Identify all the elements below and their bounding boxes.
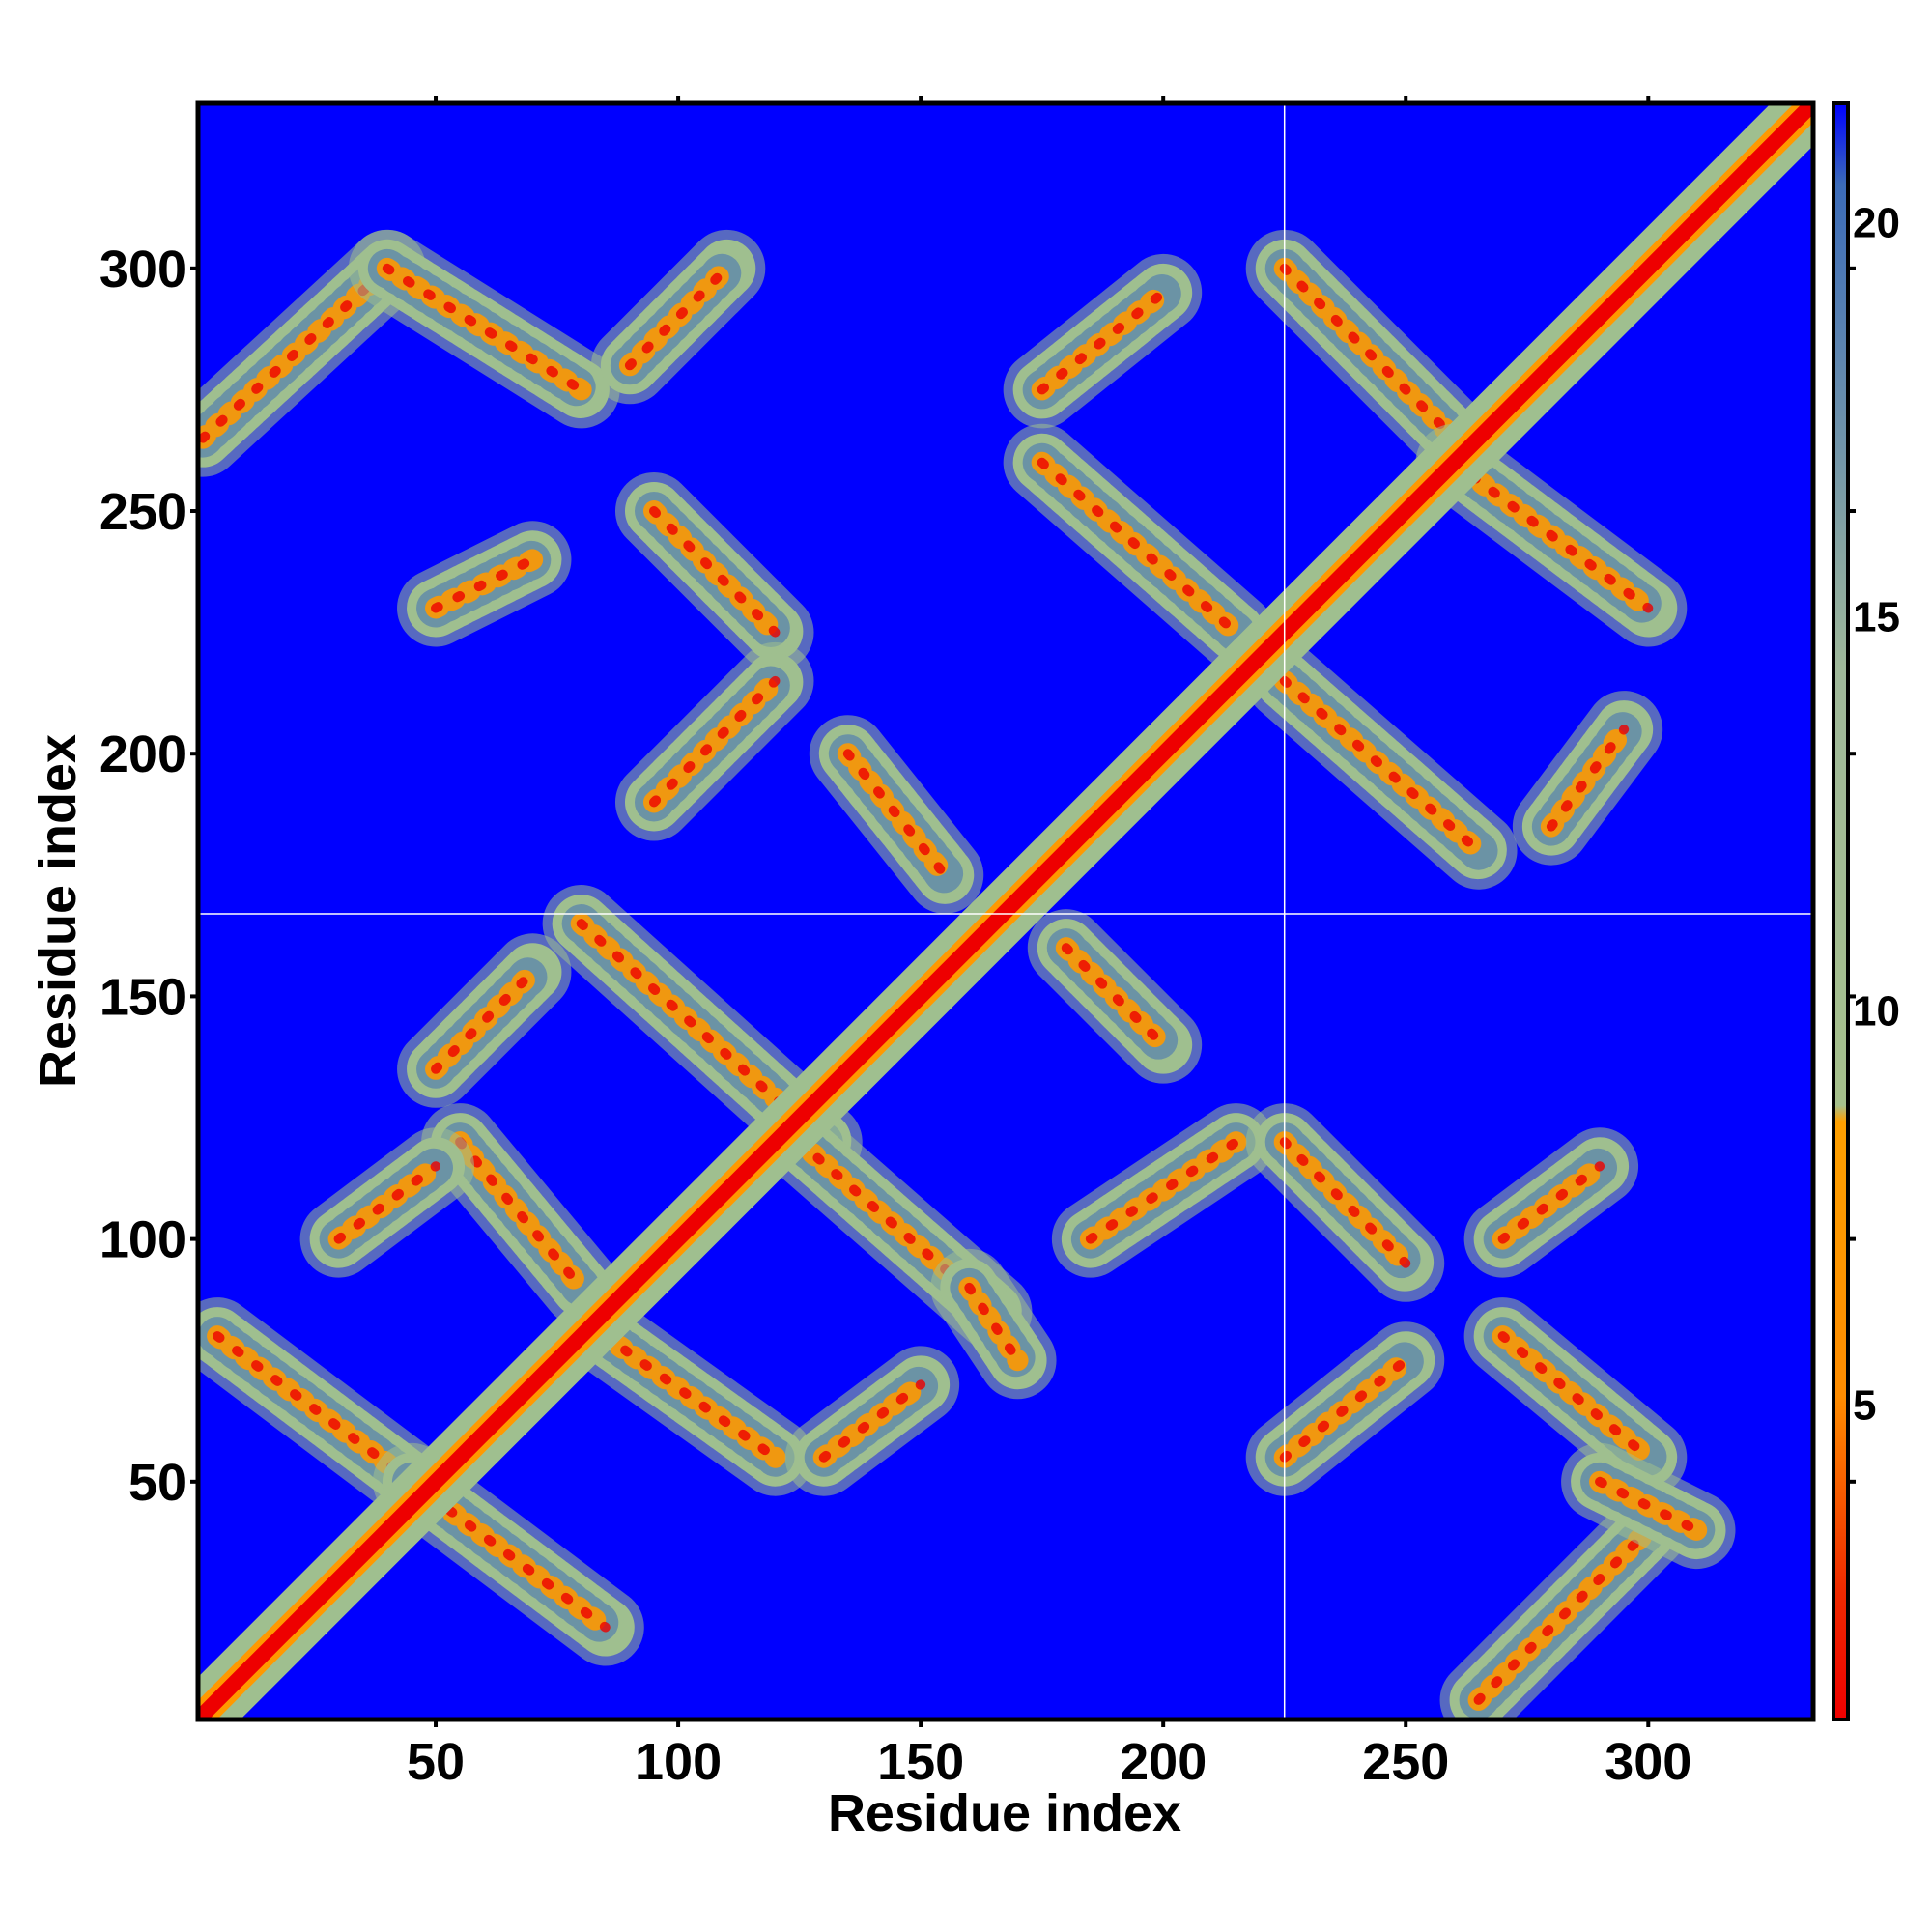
x-tick-label: 200 [1120,1733,1207,1791]
x-tick-label: 150 [877,1733,964,1791]
contact-band [421,1103,620,1326]
plot-overlay [195,100,1816,1722]
colorbar: 5 10 15 20 [1832,101,1900,1721]
contact-band [1561,1442,1736,1570]
x-tick-label: 100 [635,1733,722,1791]
y-tick-label: 100 [99,1211,186,1269]
contact-band [1245,641,1518,890]
contact-band [198,229,426,477]
y-tick-label: 200 [99,725,186,783]
contact-band [1512,691,1663,866]
x-tick-label: 50 [407,1733,465,1791]
contact-band [1027,909,1203,1084]
contact-band [1463,1127,1639,1278]
contact-band [299,1127,475,1278]
colorbar-tick-label: 5 [1853,1382,1876,1430]
contact-band [1051,1103,1275,1278]
contact-band [930,1248,1057,1400]
y-tick-label: 250 [99,483,186,541]
y-axis-label: Residue index [29,734,87,1088]
contact-band [784,1346,960,1496]
colorbar-tick-label: 20 [1853,199,1900,246]
contact-band [1003,423,1275,671]
contact-band [1439,1492,1688,1719]
contact-band [198,1297,450,1520]
contact-band [614,641,814,841]
contact-band [590,229,766,405]
colorbar-gradient [1832,101,1850,1721]
y-tick-label: 300 [99,241,186,298]
contact-band [1463,1297,1688,1496]
plot-frame [195,100,1816,1722]
contact-band [397,933,572,1108]
contact-band [809,715,984,914]
heatmap-plot [198,103,1813,1719]
contact-band [566,1297,814,1496]
colorbar-tick-label: 15 [1853,593,1900,640]
contact-band [1415,423,1688,647]
y-axis-ticks: 50 100 150 200 250 300 [99,241,198,1512]
x-axis-ticks: 50 100 150 200 250 300 [407,96,1691,1791]
contact-band [614,472,814,671]
contact-band [348,229,620,429]
x-tick-label: 300 [1605,1733,1691,1791]
y-tick-label: 50 [128,1454,186,1512]
contact-band [1245,1321,1445,1496]
x-axis-label: Residue index [828,1784,1181,1842]
contact-band [1245,229,1493,477]
x-tick-label: 250 [1362,1733,1449,1791]
contact-band [1003,253,1203,429]
diagonal-band [198,103,1813,1719]
contact-band [1245,1103,1445,1302]
colorbar-tick-label: 10 [1853,988,1900,1036]
contact-band [397,521,572,647]
y-tick-label: 150 [99,968,186,1026]
